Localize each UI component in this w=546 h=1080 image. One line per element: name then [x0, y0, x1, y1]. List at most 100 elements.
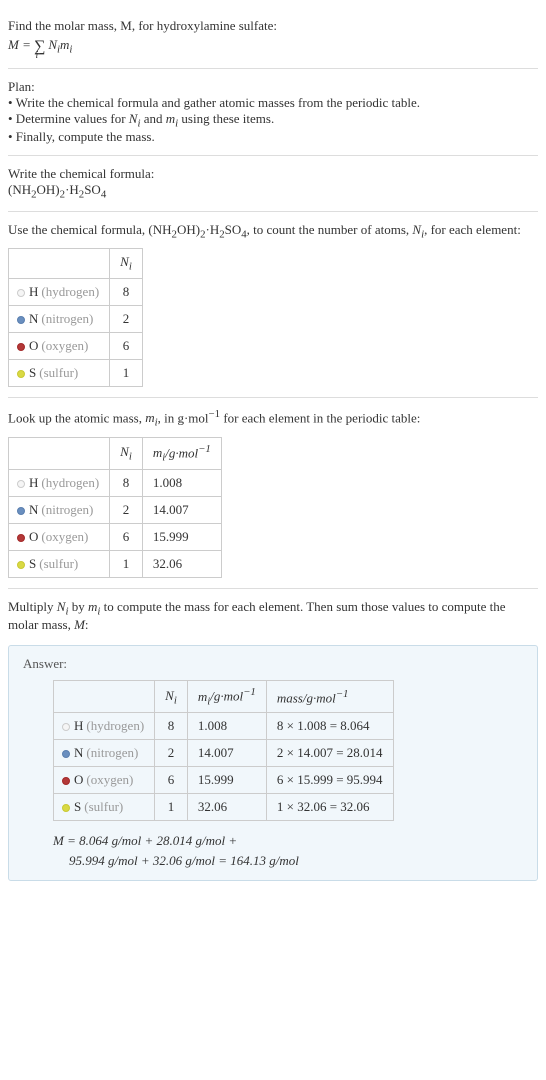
table-header-ni: Ni — [155, 681, 188, 713]
table-header-ni: Ni — [110, 437, 143, 469]
intro-section: Find the molar mass, M, for hydroxylamin… — [8, 8, 538, 69]
mi-cell: 14.007 — [187, 740, 266, 767]
table-header-blank — [9, 437, 110, 469]
lookup-mass-section: Look up the atomic mass, mi, in g·mol−1 … — [8, 398, 538, 589]
table-row: H(hydrogen) 8 1.008 — [9, 469, 222, 496]
answer-label: Answer: — [23, 656, 523, 672]
element-symbol: N — [74, 745, 83, 760]
element-dot — [17, 343, 25, 351]
element-name: (nitrogen) — [41, 502, 93, 517]
element-dot — [62, 804, 70, 812]
answer-sum-line1: M = 8.064 g/mol + 28.014 g/mol + — [53, 831, 523, 851]
lookup-mass-text: Look up the atomic mass, mi, in g·mol−1 … — [8, 408, 538, 429]
mass-cell: 8 × 1.008 = 8.064 — [266, 713, 393, 740]
ni-cell: 1 — [110, 550, 143, 577]
element-cell: H(hydrogen) — [54, 713, 155, 740]
ni-cell: 1 — [155, 794, 188, 821]
table-row: O(oxygen) 6 — [9, 332, 143, 359]
element-cell: N(nitrogen) — [9, 305, 110, 332]
element-symbol: S — [29, 556, 36, 571]
element-symbol: H — [29, 475, 38, 490]
plan-section: Plan: • Write the chemical formula and g… — [8, 69, 538, 157]
chemical-formula: (NH2OH)2·H2SO4 — [8, 182, 538, 201]
table-header-ni: Ni — [110, 249, 143, 279]
plan-bullet: • Determine values for Ni and mi using t… — [8, 111, 538, 130]
table-header-blank — [9, 249, 110, 279]
mass-cell: 6 × 15.999 = 95.994 — [266, 767, 393, 794]
element-dot — [17, 370, 25, 378]
element-symbol: S — [74, 799, 81, 814]
element-dot — [62, 777, 70, 785]
element-name: (sulfur) — [39, 556, 78, 571]
answer-sum: M = 8.064 g/mol + 28.014 g/mol + 95.994 … — [23, 831, 523, 870]
table-row: H(hydrogen) 8 — [9, 278, 143, 305]
element-symbol: S — [29, 365, 36, 380]
answer-table-wrap: Ni mi/g·mol−1 mass/g·mol−1 H(hydrogen) 8… — [23, 680, 523, 821]
element-symbol: N — [29, 502, 38, 517]
element-dot — [17, 534, 25, 542]
element-symbol: H — [29, 284, 38, 299]
element-cell: H(hydrogen) — [9, 469, 110, 496]
table-row: N(nitrogen) 2 14.007 2 × 14.007 = 28.014 — [54, 740, 394, 767]
element-dot — [17, 480, 25, 488]
plan-heading: Plan: — [8, 79, 538, 95]
lookup-mass-table: Ni mi/g·mol−1 H(hydrogen) 8 1.008 N(nitr… — [8, 437, 222, 578]
answer-box: Answer: Ni mi/g·mol−1 mass/g·mol−1 H(hyd… — [8, 645, 538, 881]
mass-cell: 1 × 32.06 = 32.06 — [266, 794, 393, 821]
element-symbol: O — [29, 338, 38, 353]
element-cell: O(oxygen) — [9, 523, 110, 550]
mi-cell: 1.008 — [142, 469, 221, 496]
element-name: (hydrogen) — [86, 718, 144, 733]
answer-table: Ni mi/g·mol−1 mass/g·mol−1 H(hydrogen) 8… — [53, 680, 394, 821]
element-dot — [62, 723, 70, 731]
table-row: O(oxygen) 6 15.999 — [9, 523, 222, 550]
intro-line1: Find the molar mass, M, for hydroxylamin… — [8, 18, 538, 34]
mi-cell: 14.007 — [142, 496, 221, 523]
element-name: (hydrogen) — [41, 284, 99, 299]
element-cell: N(nitrogen) — [9, 496, 110, 523]
table-header-blank — [54, 681, 155, 713]
write-formula-section: Write the chemical formula: (NH2OH)2·H2S… — [8, 156, 538, 212]
element-cell: O(oxygen) — [9, 332, 110, 359]
element-cell: O(oxygen) — [54, 767, 155, 794]
table-row: N(nitrogen) 2 — [9, 305, 143, 332]
element-symbol: O — [74, 772, 83, 787]
element-cell: N(nitrogen) — [54, 740, 155, 767]
table-row: S(sulfur) 1 32.06 1 × 32.06 = 32.06 — [54, 794, 394, 821]
mi-cell: 1.008 — [187, 713, 266, 740]
element-dot — [17, 507, 25, 515]
element-cell: S(sulfur) — [9, 359, 110, 386]
element-dot — [17, 561, 25, 569]
element-name: (sulfur) — [84, 799, 123, 814]
count-atoms-table: Ni H(hydrogen) 8 N(nitrogen) 2 O(oxygen)… — [8, 248, 143, 387]
table-header-mass: mass/g·mol−1 — [266, 681, 393, 713]
mi-cell: 15.999 — [142, 523, 221, 550]
ni-cell: 8 — [110, 278, 143, 305]
ni-cell: 6 — [110, 523, 143, 550]
element-cell: S(sulfur) — [54, 794, 155, 821]
table-row: S(sulfur) 1 32.06 — [9, 550, 222, 577]
ni-cell: 1 — [110, 359, 143, 386]
mi-cell: 32.06 — [142, 550, 221, 577]
element-cell: S(sulfur) — [9, 550, 110, 577]
plan-bullet: • Finally, compute the mass. — [8, 129, 538, 145]
mi-cell: 15.999 — [187, 767, 266, 794]
ni-cell: 8 — [110, 469, 143, 496]
ni-cell: 2 — [110, 305, 143, 332]
element-dot — [62, 750, 70, 758]
element-cell: H(hydrogen) — [9, 278, 110, 305]
table-header-mi: mi/g·mol−1 — [187, 681, 266, 713]
table-row: H(hydrogen) 8 1.008 8 × 1.008 = 8.064 — [54, 713, 394, 740]
table-row: S(sulfur) 1 — [9, 359, 143, 386]
multiply-text: Multiply Ni by mi to compute the mass fo… — [8, 599, 538, 634]
element-name: (hydrogen) — [41, 475, 99, 490]
ni-cell: 6 — [110, 332, 143, 359]
count-atoms-text: Use the chemical formula, (NH2OH)2·H2SO4… — [8, 222, 538, 241]
ni-cell: 2 — [110, 496, 143, 523]
table-row: O(oxygen) 6 15.999 6 × 15.999 = 95.994 — [54, 767, 394, 794]
element-dot — [17, 316, 25, 324]
element-name: (oxygen) — [86, 772, 133, 787]
count-atoms-section: Use the chemical formula, (NH2OH)2·H2SO4… — [8, 212, 538, 398]
ni-cell: 6 — [155, 767, 188, 794]
element-name: (nitrogen) — [86, 745, 138, 760]
